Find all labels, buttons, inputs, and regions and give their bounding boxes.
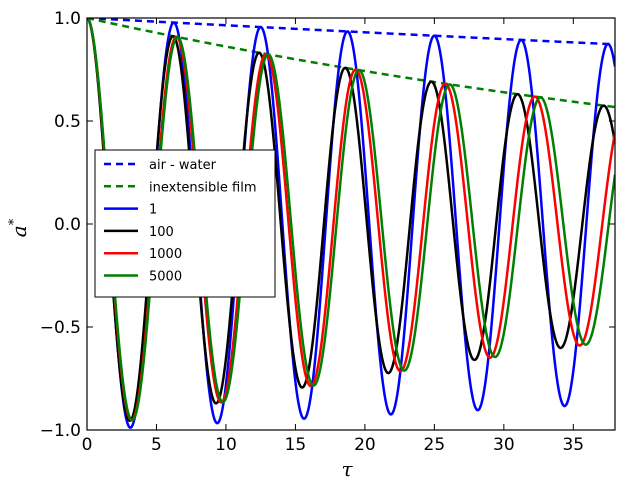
- y-axis-label-group: a*: [7, 218, 31, 237]
- x-axis-label: τ: [341, 457, 353, 481]
- x-tick-label: 35: [562, 435, 584, 455]
- y-tick-label: −0.5: [40, 318, 81, 338]
- series-line-1: [87, 18, 615, 430]
- svg-text:a*: a*: [7, 218, 31, 237]
- x-tick-label: 10: [215, 435, 237, 455]
- legend-label-5000: 5000: [149, 270, 182, 285]
- y-tick-label: 0.0: [54, 215, 81, 235]
- legend-box: [94, 149, 276, 298]
- x-tick-label: 15: [285, 435, 307, 455]
- legend-label-air-water: air - water: [149, 158, 217, 173]
- y-axis-label: a: [7, 225, 31, 237]
- legend: air - water inextensible film 1 100 1000 5000: [94, 149, 276, 298]
- y-tick-label: 0.5: [54, 112, 81, 132]
- y-axis-label-superscript: *: [7, 218, 22, 225]
- y-tick-label: 1.0: [54, 9, 81, 29]
- x-tick-label: 30: [493, 435, 515, 455]
- ticks-layer: 0 5 10 15 20 25 30 35 −1.0 −0.5 0.0 0.5 1.0: [40, 9, 615, 455]
- y-tick-label: −1.0: [40, 421, 81, 441]
- legend-label-1000: 1000: [149, 247, 182, 262]
- series-line-5000: [87, 18, 615, 422]
- series-layer: [87, 18, 615, 430]
- x-tick-label: 5: [151, 435, 162, 455]
- x-tick-label: 25: [424, 435, 446, 455]
- legend-label-inextensible-film: inextensible film: [149, 180, 257, 195]
- legend-label-100: 100: [149, 225, 174, 240]
- x-tick-label: 0: [82, 435, 93, 455]
- x-tick-label: 20: [354, 435, 376, 455]
- legend-label-1: 1: [149, 203, 157, 218]
